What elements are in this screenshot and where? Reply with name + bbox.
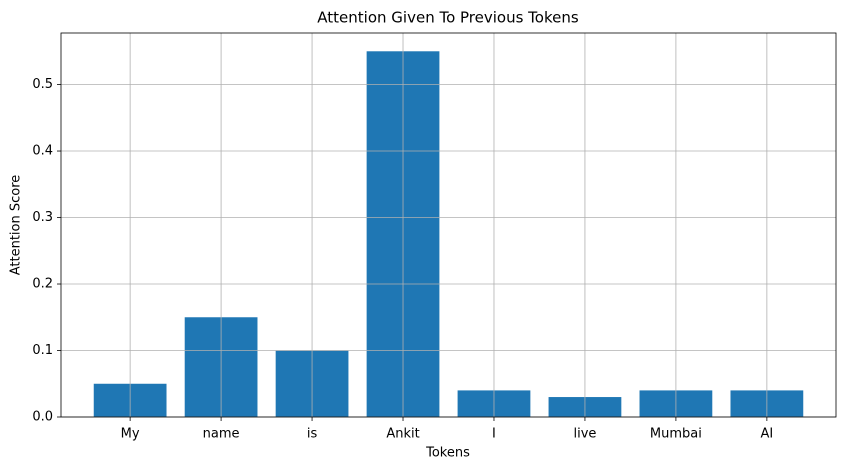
x-tick-label: AI — [761, 427, 774, 442]
x-tick-label: Mumbai — [650, 427, 702, 442]
y-tick-label: 0.5 — [32, 77, 53, 92]
plot-frame — [60, 32, 837, 418]
x-axis-label: Tokens — [425, 446, 470, 461]
x-tick-label: name — [203, 427, 240, 442]
x-tick-label: is — [307, 427, 318, 442]
x-tick-label: Ankit — [386, 427, 419, 442]
x-tick-label: My — [121, 427, 140, 442]
y-axis-label: Attention Score — [9, 175, 24, 276]
x-tick-label: live — [573, 427, 596, 442]
y-tick-label: 0.3 — [32, 210, 53, 225]
x-tick-label: I — [492, 427, 496, 442]
y-tick-label: 0.1 — [32, 343, 53, 358]
y-tick-label: 0.2 — [32, 277, 53, 292]
y-tick-label: 0.4 — [32, 144, 53, 159]
y-tick-label: 0.0 — [32, 410, 53, 425]
chart-title: Attention Given To Previous Tokens — [317, 9, 579, 27]
